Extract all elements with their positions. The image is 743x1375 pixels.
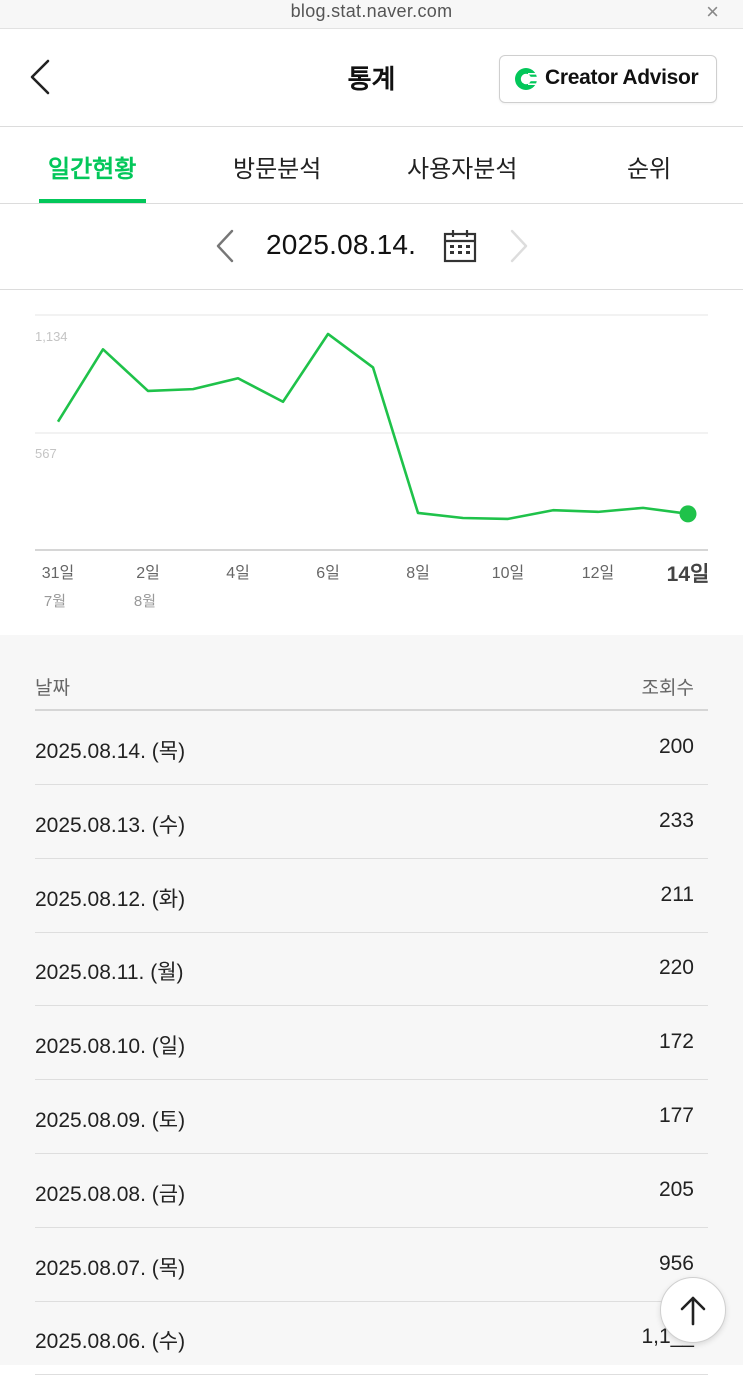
table-row: 2025.08.10. (일) 172 (35, 1006, 708, 1080)
month-label: 7월 (44, 593, 66, 610)
row-date: 2025.08.09. (토) (35, 1104, 185, 1134)
x-tick-label: 10일 (492, 564, 525, 582)
table-row: 2025.08.13. (수) 233 (35, 785, 708, 859)
table-row: 2025.08.11. (월) 220 (35, 932, 708, 1006)
date-column-header: 날짜 (35, 673, 70, 700)
x-tick-label: 4일 (226, 564, 250, 582)
table-header: 날짜 조회수 (35, 635, 708, 711)
y-tick-label: 1,134 (35, 329, 68, 344)
scroll-to-top-button[interactable] (660, 1277, 726, 1343)
row-date: 2025.08.12. (화) (35, 883, 185, 913)
x-tick-label: 14일 (667, 563, 710, 586)
table-row: 2025.08.08. (금) 205 (35, 1154, 708, 1228)
table-row: 2025.08.14. (목) 200 (35, 711, 708, 785)
row-views: 211 (661, 883, 694, 907)
tab-ranking[interactable]: 순위 (627, 149, 671, 184)
row-views: 200 (659, 735, 694, 759)
row-views: 233 (659, 809, 694, 833)
tab-visit-analysis[interactable]: 방문분석 (233, 149, 321, 184)
active-tab-indicator (39, 199, 146, 203)
tab-user-analysis[interactable]: 사용자분석 (407, 149, 517, 184)
month-label: 8월 (134, 593, 156, 610)
row-date: 2025.08.11. (월) (35, 956, 184, 986)
table-row: 2025.08.07. (목) 956 (35, 1228, 708, 1302)
tab-daily-status[interactable]: 일간현황 (48, 149, 136, 184)
x-tick-label: 6일 (316, 564, 340, 582)
url-text[interactable]: blog.stat.naver.com (0, 1, 743, 22)
views-column-header: 조회수 (642, 673, 694, 700)
row-date: 2025.08.13. (수) (35, 809, 185, 839)
row-views: 177 (659, 1104, 694, 1128)
row-views: 956 (659, 1252, 694, 1276)
selected-date: 2025.08.14. (266, 229, 416, 261)
table-row: 2025.08.12. (화) 211 (35, 859, 708, 933)
page-header: 통계 Creator Advisor (0, 29, 743, 127)
daily-views-chart: 1,134 567 31일 2일 4일 6일 8일 10일 12일 14일 7월 8월 (0, 290, 743, 635)
views-line-series (58, 334, 688, 519)
row-date: 2025.08.10. (일) (35, 1030, 185, 1060)
row-date: 2025.08.14. (목) (35, 735, 185, 765)
row-views: 172 (659, 1030, 694, 1054)
browser-url-bar: blog.stat.naver.com × (0, 0, 743, 29)
next-date-chevron-icon[interactable] (506, 228, 532, 264)
arrow-up-icon (679, 1294, 707, 1326)
stats-tabs: 일간현황 방문분석 사용자분석 순위 (0, 127, 743, 204)
table-row: 2025.08.09. (토) 177 (35, 1080, 708, 1154)
selected-data-point (680, 505, 697, 522)
close-icon[interactable]: × (706, 0, 719, 25)
daily-views-table: 날짜 조회수 2025.08.14. (목) 200 2025.08.13. (수)… (0, 635, 743, 1365)
creator-advisor-logo-icon (514, 67, 538, 91)
row-views: 220 (659, 956, 694, 980)
creator-advisor-button[interactable]: Creator Advisor (499, 55, 717, 103)
previous-date-chevron-icon[interactable] (212, 228, 238, 264)
x-tick-label: 2일 (136, 564, 160, 582)
calendar-icon[interactable] (443, 228, 477, 264)
row-views: 205 (659, 1178, 694, 1202)
date-navigator: 2025.08.14. (0, 204, 743, 290)
y-tick-label: 567 (35, 446, 57, 461)
line-chart: 1,134 567 31일 2일 4일 6일 8일 10일 12일 14일 7월 8월 (0, 290, 743, 635)
row-date: 2025.08.06. (수) (35, 1325, 185, 1355)
creator-advisor-label: Creator Advisor (545, 66, 698, 90)
row-date: 2025.08.07. (목) (35, 1252, 185, 1282)
x-tick-label: 12일 (582, 564, 615, 582)
row-date: 2025.08.08. (금) (35, 1178, 185, 1208)
x-tick-label: 31일 (42, 564, 75, 582)
table-row: 2025.08.06. (수)1,1__ (35, 1301, 708, 1375)
x-tick-label: 8일 (406, 564, 430, 582)
